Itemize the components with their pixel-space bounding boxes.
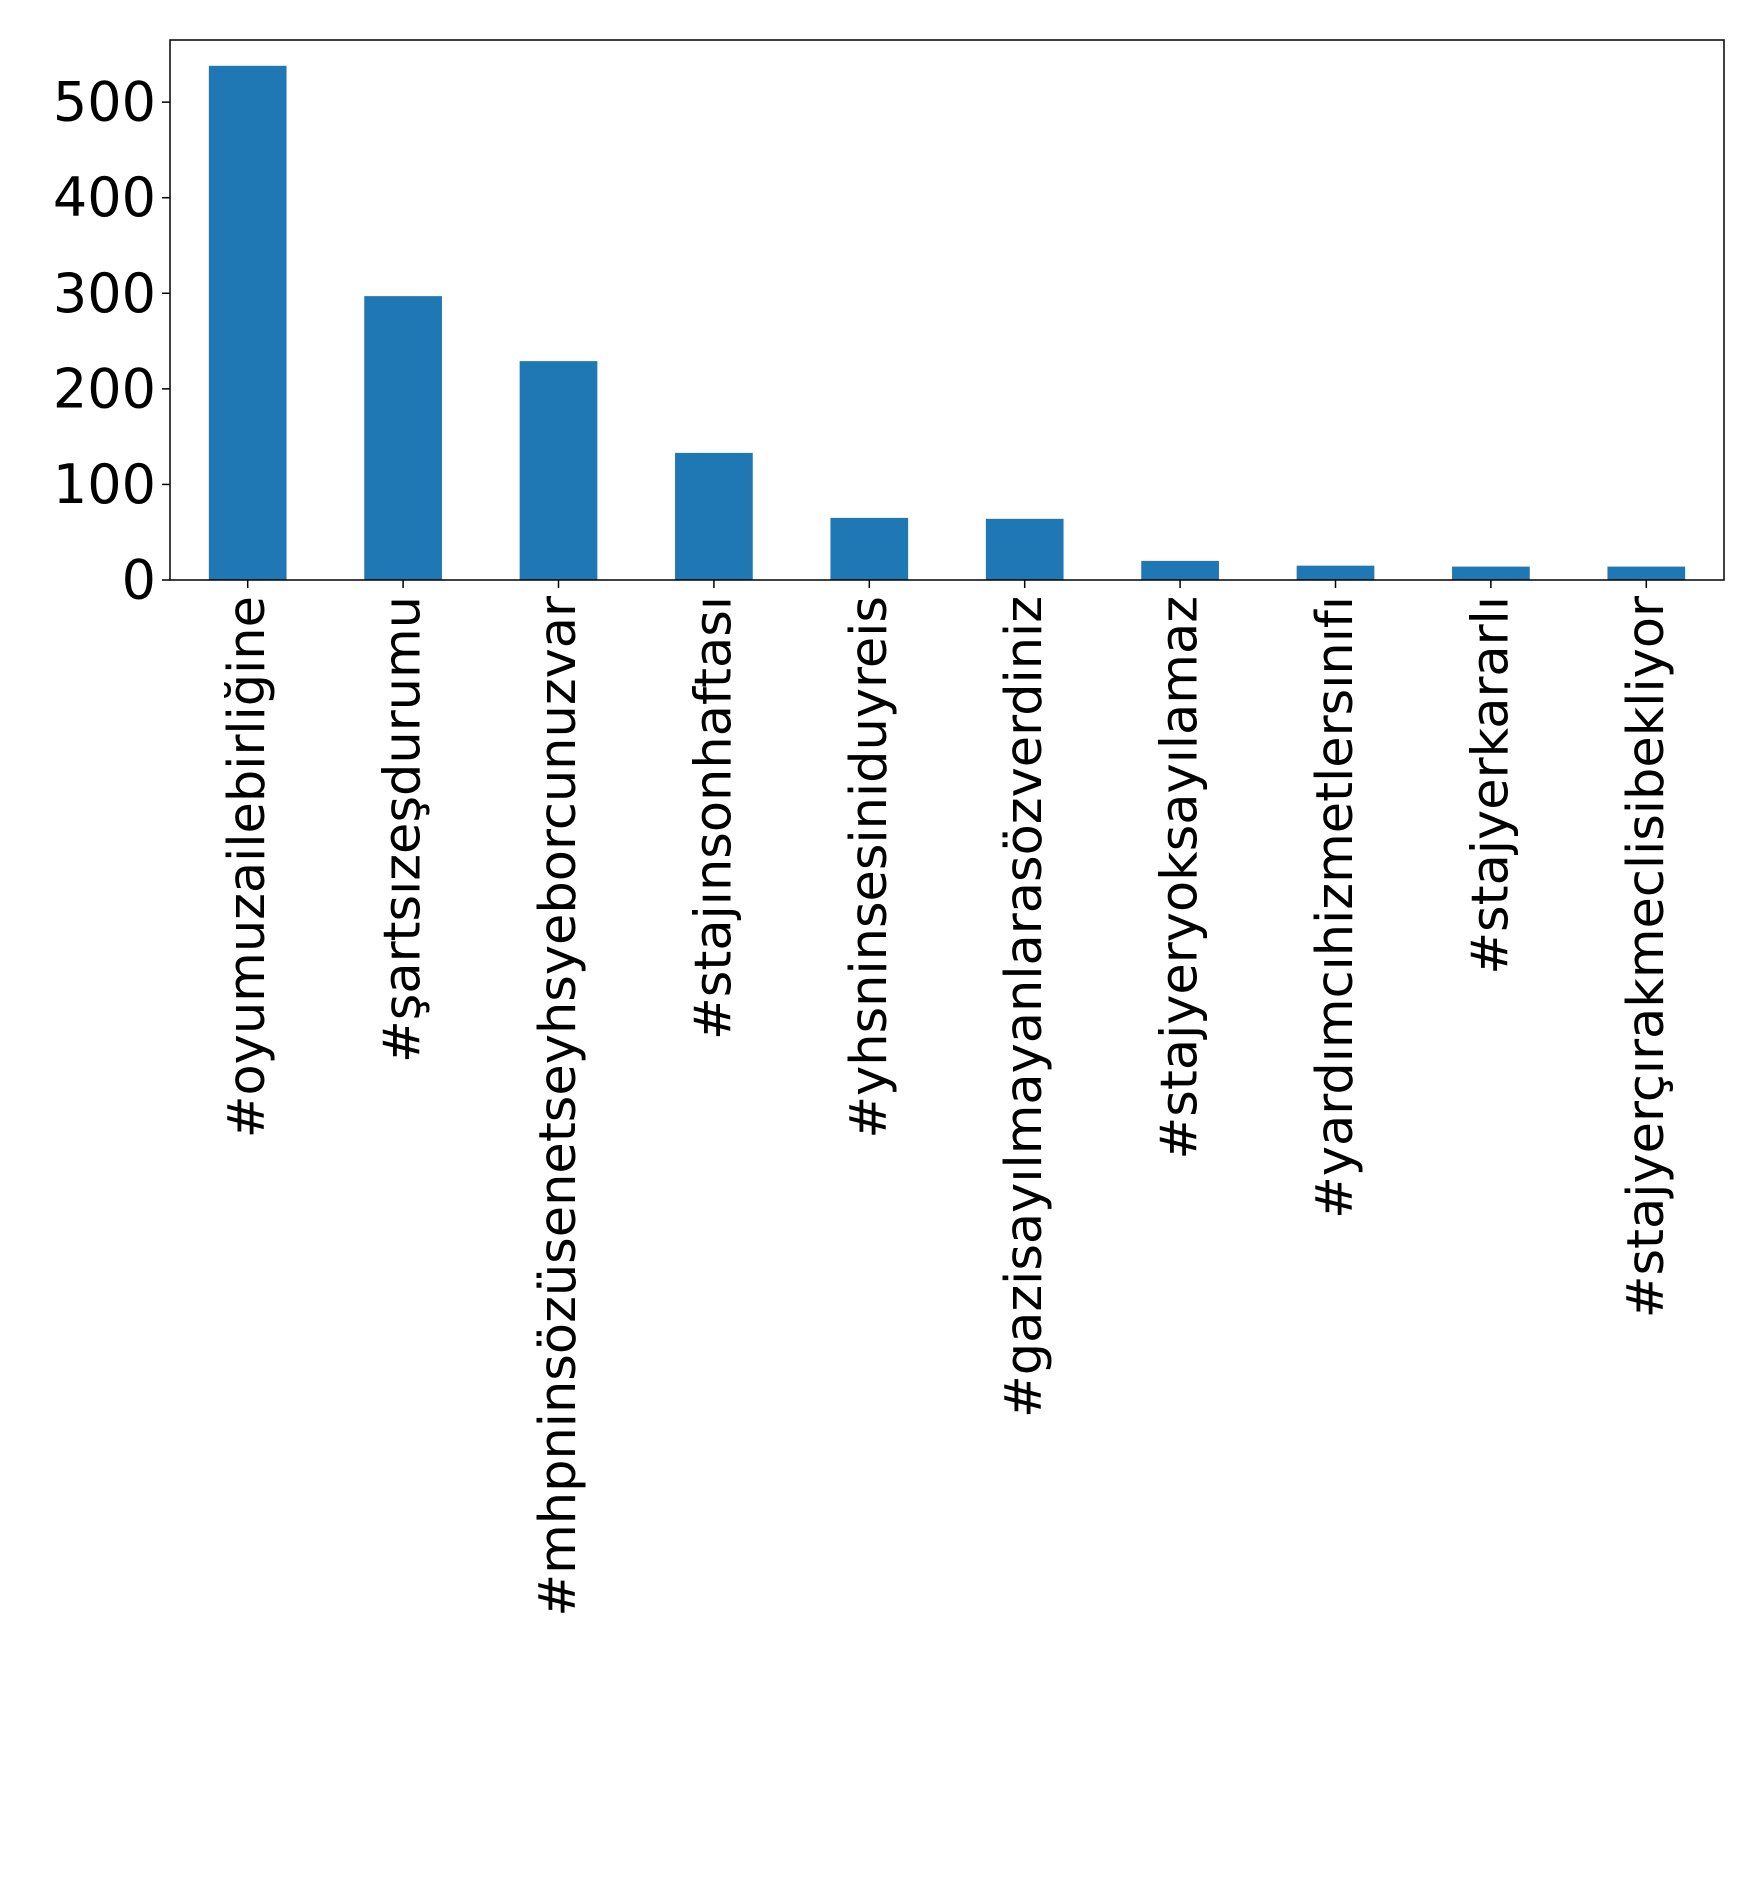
bar [675,452,753,580]
x-tick-label: #yardımcıhizmetlersınıfı [1306,596,1365,1219]
x-tick-label: #şartsızeşdurumu [374,596,433,1063]
x-tick-label: #yhsninsesiniduyreis [840,596,899,1139]
bar [1296,565,1375,580]
bar [830,517,909,580]
x-tick-label: #oyumuzailebirliğine [218,596,277,1138]
bar [1607,566,1686,580]
x-tick-label: #stajyerçırakmeclisibekliyor [1617,596,1676,1318]
y-tick-label: 200 [53,357,156,420]
bar [364,296,442,580]
x-tick-label: #stajyeryoksayılamaz [1151,596,1210,1159]
x-axis: #oyumuzailebirliğine #şartsızeşdurumu #mhp… [218,580,1676,1617]
x-tick-label: #gazisayılmayanlarasözverdiniz [995,596,1054,1418]
y-tick-label: 100 [53,453,156,516]
x-tick-label: #stajınsonhaftası [684,596,743,1040]
bar [519,361,598,580]
plot-frame [169,39,1725,581]
y-tick-label: 400 [53,166,156,229]
x-tick-label: #stajyerkararlı [1461,596,1520,975]
y-tick-label: 500 [53,71,156,134]
bar [1452,566,1530,580]
bars-group [208,65,1686,581]
bar [985,518,1064,580]
y-tick-label: 0 [122,549,156,612]
x-tick-label: #mhpninsözüsenetseyhsyeborcunuzvar [529,596,588,1617]
y-axis: 0 100 200 300 400 500 [53,71,170,612]
bar [1141,560,1219,580]
y-tick-label: 300 [53,262,156,325]
bar [208,65,287,581]
